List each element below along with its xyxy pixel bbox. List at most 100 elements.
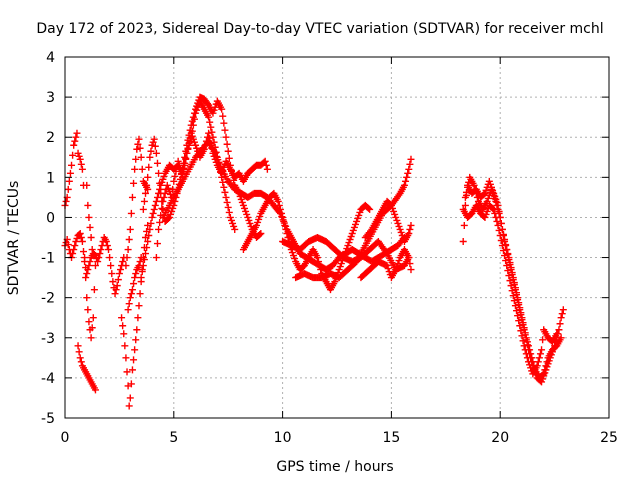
data-point — [107, 262, 115, 270]
data-point — [158, 204, 166, 212]
data-point — [132, 336, 140, 344]
data-point — [72, 133, 80, 141]
data-point — [133, 145, 141, 153]
y-tick-label: 0 — [46, 210, 55, 226]
data-point — [514, 312, 522, 320]
data-point — [143, 244, 151, 252]
data-point — [317, 266, 325, 274]
data-point — [536, 350, 544, 358]
data-point — [491, 209, 499, 217]
data-point — [136, 144, 144, 152]
data-point — [542, 362, 550, 370]
data-point — [114, 276, 122, 284]
data-point — [214, 156, 222, 164]
data-point — [144, 173, 152, 181]
data-point — [113, 282, 121, 290]
data-point — [225, 208, 233, 216]
data-point — [555, 326, 563, 334]
data-point — [262, 161, 270, 169]
data-point — [534, 358, 542, 366]
data-point — [145, 163, 153, 171]
data-point — [543, 358, 551, 366]
data-point — [539, 336, 547, 344]
data-point — [224, 147, 232, 155]
y-tick-label: 1 — [46, 170, 55, 186]
data-point — [146, 225, 154, 233]
data-point — [90, 251, 98, 259]
data-point — [142, 250, 150, 258]
data-point — [520, 342, 528, 350]
data-point — [138, 165, 146, 173]
data-point — [263, 165, 271, 173]
data-point — [367, 227, 375, 235]
data-point — [220, 119, 228, 127]
data-point — [122, 354, 130, 362]
data-point — [511, 302, 519, 310]
data-point — [74, 342, 82, 350]
y-tick-label: -5 — [41, 411, 55, 427]
data-point — [140, 256, 148, 264]
chart-title: Day 172 of 2023, Sidereal Day-to-day VTE… — [36, 21, 603, 37]
data-point — [88, 246, 96, 254]
data-point — [134, 140, 142, 148]
data-point — [506, 277, 514, 285]
data-point — [406, 160, 414, 168]
data-point — [119, 322, 127, 330]
data-point — [160, 193, 168, 201]
data-point — [88, 324, 96, 332]
data-point — [521, 346, 529, 354]
y-tick-label: -2 — [41, 291, 55, 307]
data-point — [135, 302, 143, 310]
data-point — [151, 201, 159, 209]
data-point — [143, 181, 151, 189]
data-point — [553, 330, 561, 338]
data-point — [83, 270, 91, 278]
data-point — [212, 152, 220, 160]
data-point — [128, 193, 136, 201]
data-point — [181, 161, 189, 169]
data-point — [82, 274, 90, 282]
data-point — [219, 112, 227, 120]
data-point — [509, 292, 517, 300]
data-point — [223, 198, 231, 206]
data-point — [275, 201, 283, 209]
data-point — [156, 218, 164, 226]
data-point — [125, 236, 133, 244]
data-point — [480, 190, 488, 198]
data-point — [73, 129, 81, 137]
data-point — [144, 238, 152, 246]
data-point — [69, 250, 77, 258]
data-point — [128, 366, 136, 374]
data-point — [205, 113, 213, 121]
data-point — [131, 274, 139, 282]
data-point — [69, 151, 77, 159]
data-point — [257, 229, 265, 237]
data-point — [155, 225, 163, 233]
data-point — [539, 371, 547, 379]
data-point — [496, 231, 504, 239]
data-point — [220, 183, 228, 191]
data-point — [405, 229, 413, 237]
data-point — [76, 354, 84, 362]
data-point — [123, 254, 131, 262]
data-point — [501, 252, 509, 260]
data-point — [207, 123, 215, 131]
data-point — [126, 294, 134, 302]
data-point — [495, 226, 503, 234]
data-point — [517, 327, 525, 335]
data-point — [119, 258, 127, 266]
data-point — [84, 266, 92, 274]
data-point — [493, 201, 501, 209]
data-point — [87, 334, 95, 342]
grid — [65, 57, 609, 418]
data-point — [135, 135, 143, 143]
data-point — [170, 177, 178, 185]
data-point — [188, 117, 196, 125]
data-point — [282, 225, 290, 233]
data-point — [461, 201, 469, 209]
data-point — [279, 213, 287, 221]
y-tick-label: -4 — [41, 371, 55, 387]
data-point — [400, 181, 408, 189]
data-point — [111, 290, 119, 298]
data-point — [83, 294, 91, 302]
